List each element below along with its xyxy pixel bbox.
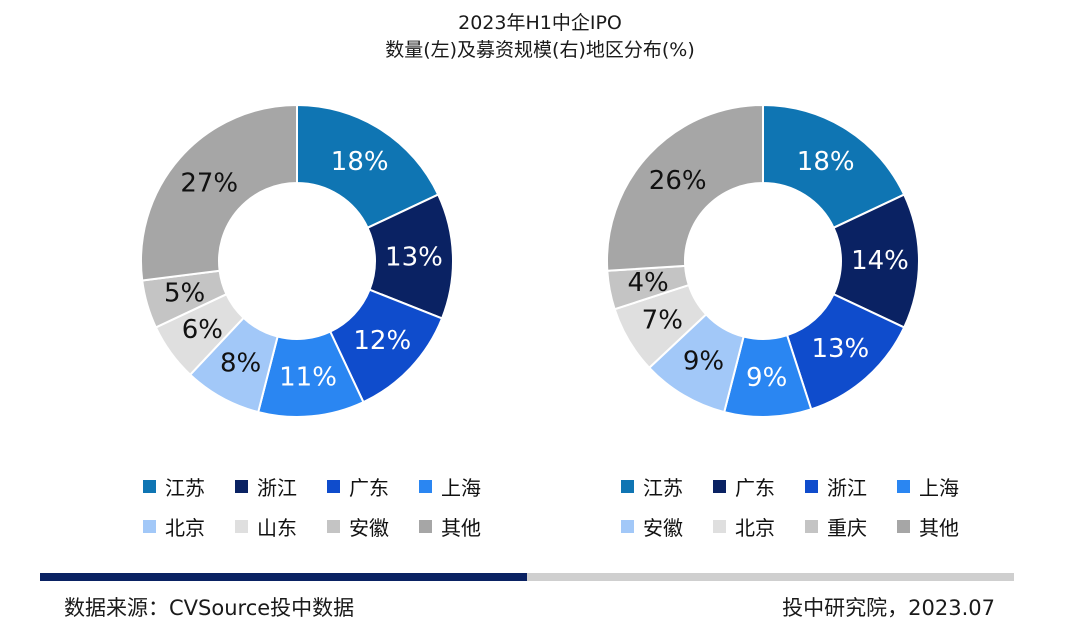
- legend-item-山东: 山东: [235, 512, 327, 541]
- source-note: 数据来源：CVSource投中数据: [64, 596, 355, 620]
- legend-swatch: [235, 479, 248, 493]
- legend-label: 其他: [441, 515, 481, 540]
- legend-label: 上海: [441, 475, 481, 500]
- legend-item-江苏: 江苏: [143, 472, 235, 501]
- legend-label: 北京: [165, 515, 205, 540]
- chart-title-line2: 数量(左)及募资规模(右)地区分布(%): [385, 39, 695, 61]
- legend-label: 北京: [735, 515, 775, 540]
- legend-swatch: [143, 519, 156, 533]
- donut-slice-其他: [606, 103, 764, 272]
- data-label-北京: 8%: [220, 349, 261, 379]
- legend-row: 江苏 广东 浙江 上海: [621, 466, 989, 506]
- legend-swatch: [713, 519, 726, 533]
- footer-divider-dark: [40, 573, 527, 581]
- legend-label: 安徽: [349, 515, 389, 540]
- data-label-安徽: 9%: [683, 347, 724, 377]
- legend-item-其他: 其他: [419, 512, 511, 541]
- donut-chart-count: 18% 13% 12% 11% 8% 6% 5% 27%: [140, 103, 455, 418]
- chart-title-line1: 2023年H1中企IPO: [458, 12, 622, 34]
- legend-swatch: [621, 479, 634, 493]
- legend-label: 重庆: [827, 515, 867, 540]
- data-label-其他: 26%: [649, 166, 707, 196]
- donut-chart-funding: 18%14%13%9%9%7%4%26%: [606, 103, 920, 418]
- legend-label: 江苏: [165, 475, 205, 500]
- legend-item-其他: 其他: [897, 512, 989, 541]
- legend-row: 北京 山东 安徽 其他: [143, 506, 511, 546]
- legend-item-上海: 上海: [897, 472, 989, 501]
- data-label-上海: 9%: [746, 363, 787, 393]
- legend-swatch: [327, 479, 340, 493]
- data-label-浙江: 13%: [385, 242, 443, 272]
- credit-note: 投中研究院，2023.07: [782, 596, 995, 620]
- donut-slice-其他: [140, 103, 298, 282]
- data-label-广东: 14%: [851, 246, 909, 276]
- data-label-山东: 6%: [182, 315, 223, 345]
- legend-swatch: [419, 519, 432, 533]
- data-label-广东: 12%: [353, 326, 411, 356]
- legend-label: 江苏: [643, 475, 683, 500]
- legend-label: 广东: [349, 475, 389, 500]
- legend-item-江苏: 江苏: [621, 472, 713, 501]
- legend-item-广东: 广东: [327, 472, 419, 501]
- data-label-浙江: 13%: [811, 334, 869, 364]
- legend-label: 浙江: [827, 475, 867, 500]
- legend-swatch: [805, 479, 818, 493]
- legend-swatch: [327, 519, 340, 533]
- legend-item-浙江: 浙江: [235, 472, 327, 501]
- legend-row: 安徽 北京 重庆 其他: [621, 506, 989, 546]
- data-label-北京: 7%: [642, 306, 683, 336]
- legend-item-安徽: 安徽: [621, 512, 713, 541]
- footer-divider-light: [527, 573, 1014, 581]
- legend-item-上海: 上海: [419, 472, 511, 501]
- legend-label: 安徽: [643, 515, 683, 540]
- legend-swatch: [143, 479, 156, 493]
- donut-slice-江苏: [296, 103, 440, 230]
- legend-row: 江苏 浙江 广东 上海: [143, 466, 511, 506]
- donut-slice-江苏: [762, 103, 906, 230]
- legend-item-北京: 北京: [713, 512, 805, 541]
- legend-swatch: [897, 479, 910, 493]
- chart-title: 2023年H1中企IPO 数量(左)及募资规模(右)地区分布(%): [0, 10, 1080, 64]
- legend-funding: 江苏 广东 浙江 上海安徽 北京 重庆 其他: [621, 466, 989, 546]
- legend-item-安徽: 安徽: [327, 512, 419, 541]
- legend-item-北京: 北京: [143, 512, 235, 541]
- legend-count: 江苏 浙江 广东 上海北京 山东 安徽 其他: [143, 466, 511, 546]
- legend-label: 广东: [735, 475, 775, 500]
- legend-label: 浙江: [257, 475, 297, 500]
- legend-swatch: [805, 519, 818, 533]
- data-label-江苏: 18%: [331, 147, 389, 177]
- legend-swatch: [713, 479, 726, 493]
- data-label-上海: 11%: [279, 362, 337, 392]
- legend-label: 上海: [919, 475, 959, 500]
- data-label-其他: 27%: [180, 169, 238, 199]
- data-label-安徽: 5%: [164, 279, 205, 309]
- data-label-重庆: 4%: [627, 268, 668, 298]
- data-label-江苏: 18%: [797, 147, 855, 177]
- legend-swatch: [621, 519, 634, 533]
- legend-swatch: [235, 519, 248, 533]
- legend-swatch: [419, 479, 432, 493]
- legend-swatch: [897, 519, 910, 533]
- legend-item-广东: 广东: [713, 472, 805, 501]
- legend-item-重庆: 重庆: [805, 512, 897, 541]
- legend-label: 山东: [257, 515, 297, 540]
- legend-label: 其他: [919, 515, 959, 540]
- legend-item-浙江: 浙江: [805, 472, 897, 501]
